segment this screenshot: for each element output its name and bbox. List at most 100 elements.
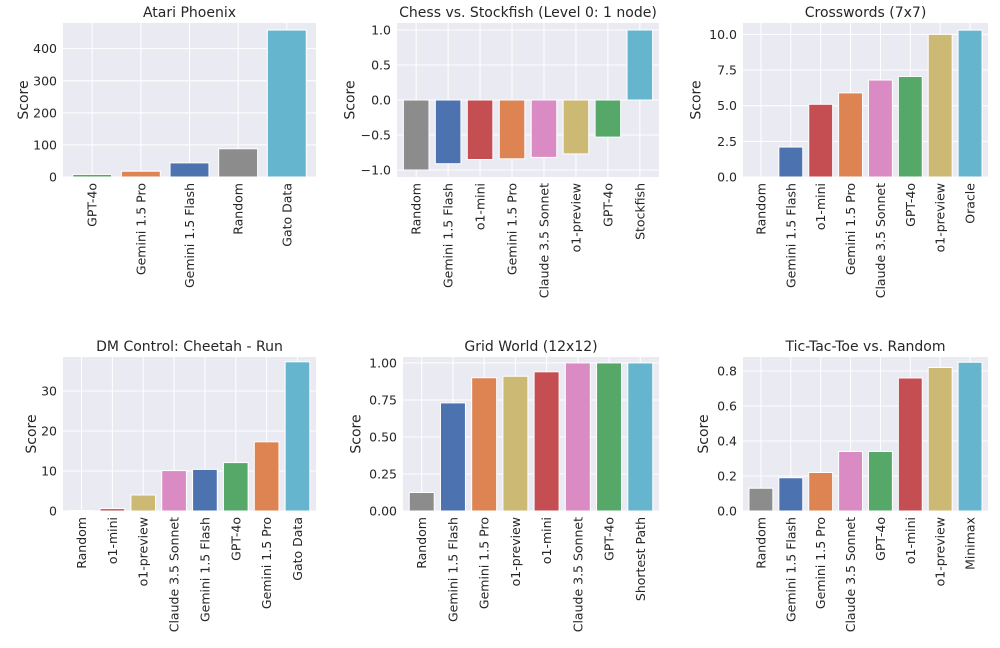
bar-o1-preview xyxy=(502,375,529,512)
x-tick-label: o1-preview xyxy=(508,517,523,586)
x-tick-label: Gato Data xyxy=(279,183,294,247)
y-tick-label: 10 xyxy=(41,464,57,479)
y-tick-label: 1.00 xyxy=(369,355,397,370)
bar-claude-3-5-sonnet xyxy=(838,451,864,512)
bar-gpt-4o xyxy=(594,99,622,138)
y-tick-label: 0.50 xyxy=(369,429,397,444)
x-tick-label: o1-mini xyxy=(813,183,828,230)
subplot-2: −1.0 −0.5 0.0 0.5 1.0 Random Gemini 1.5 Flash o… xyxy=(343,5,659,298)
x-tick-label: o1-preview xyxy=(568,183,583,252)
x-tick-label: Oracle xyxy=(963,183,978,224)
x-tick-label: Gemini 1.5 Flash xyxy=(783,183,798,288)
x-tick-label: o1-preview xyxy=(933,517,948,586)
bar-minimax xyxy=(957,361,983,512)
bar-claude-3-5-sonnet xyxy=(867,79,893,178)
bar-gpt-4o xyxy=(867,451,893,512)
x-tick-label: o1-preview xyxy=(933,183,948,252)
x-tick-label: Gemini 1.5 Pro xyxy=(843,183,858,275)
y-tick-label: 400 xyxy=(33,41,57,56)
bar-gemini-1-5-flash xyxy=(192,468,218,512)
y-axis-label: Score xyxy=(24,414,40,453)
bar-shortest-path xyxy=(627,362,654,512)
x-tick-label: o1-mini xyxy=(903,517,918,564)
x-tick-label: Gemini 1.5 Flash xyxy=(182,183,197,288)
x-tick-label: Claude 3.5 Sonnet xyxy=(536,183,551,298)
x-tick-label: o1-preview xyxy=(136,517,151,586)
y-tick-label: 0.75 xyxy=(369,392,397,407)
y-tick-label: 0 xyxy=(49,504,57,519)
subplot-4: 0 10 20 30 Random o1-mini o1-preview Claude 3.5… xyxy=(24,339,316,632)
y-tick-label: 30 xyxy=(41,384,57,399)
y-tick-label: 7.5 xyxy=(717,63,737,78)
x-tick-label: Gato Data xyxy=(290,517,305,581)
bar-gemini-1-5-pro xyxy=(498,99,526,160)
chart-title: DM Control: Cheetah - Run xyxy=(96,339,283,355)
x-tick-label: Gemini 1.5 Flash xyxy=(445,517,460,622)
subplot-6: 0.0 0.2 0.4 0.6 0.8 Random Gemini 1.5 Flash Gem… xyxy=(696,339,988,632)
bar-gemini-1-5-flash xyxy=(439,402,466,512)
x-tick-label: Gemini 1.5 Flash xyxy=(441,183,456,288)
y-axis-label: Score xyxy=(349,414,365,453)
x-tick-label: Gemini 1.5 Pro xyxy=(133,183,148,275)
bar-gpt-4o xyxy=(222,462,249,512)
y-tick-label: 0.0 xyxy=(717,504,737,519)
x-tick-label: Claude 3.5 Sonnet xyxy=(167,517,182,632)
y-tick-label: 100 xyxy=(33,137,57,152)
x-tick-label: Gemini 1.5 Flash xyxy=(197,517,212,622)
x-tick-label: Claude 3.5 Sonnet xyxy=(570,517,585,632)
subplot-5: 0.00 0.25 0.50 0.75 1.00 Random Gemini 1.5 Fla… xyxy=(349,339,659,632)
bar-random xyxy=(748,487,774,512)
bar-o1-preview xyxy=(927,367,953,512)
y-tick-label: 300 xyxy=(33,73,57,88)
x-tick-label: o1-mini xyxy=(539,517,554,564)
bar-o1-mini xyxy=(897,377,923,512)
y-tick-label: 20 xyxy=(41,424,57,439)
y-tick-label: 0.5 xyxy=(371,58,391,73)
x-tick-label: Stockfish xyxy=(632,183,647,240)
bar-o1-mini xyxy=(99,508,126,512)
subplot-3: 0.0 2.5 5.0 7.5 10.0 Random Gemini 1.5 Flash o1… xyxy=(689,5,988,298)
bar-gemini-1-5-pro xyxy=(471,377,498,512)
bar-o1-mini xyxy=(466,99,494,160)
x-tick-label: Gemini 1.5 Pro xyxy=(477,517,492,609)
x-tick-label: GPT-4o xyxy=(85,183,100,227)
bar-gpt-4o xyxy=(897,75,923,178)
bar-gemini-1-5-pro xyxy=(253,441,280,512)
x-tick-label: Random xyxy=(74,517,89,569)
x-tick-label: GPT-4o xyxy=(228,517,243,561)
bar-random xyxy=(68,510,95,512)
y-tick-label: 0.8 xyxy=(717,364,737,379)
y-axis-label: Score xyxy=(689,80,705,119)
y-tick-label: 10.0 xyxy=(709,27,737,42)
y-tick-label: 0.4 xyxy=(717,434,737,449)
x-tick-label: Gemini 1.5 Pro xyxy=(813,517,828,609)
bar-claude-3-5-sonnet xyxy=(564,362,591,512)
y-axis-label: Score xyxy=(16,80,32,119)
x-tick-label: GPT-4o xyxy=(602,517,617,561)
y-tick-label: 0.00 xyxy=(369,504,397,519)
x-tick-label: Random xyxy=(231,183,246,235)
bar-gemini-1-5-flash xyxy=(778,146,804,178)
y-axis-label: Score xyxy=(343,80,359,119)
bar-o1-preview xyxy=(562,99,590,155)
bar-o1-preview xyxy=(130,494,157,512)
y-tick-label: 5.0 xyxy=(717,98,737,113)
x-tick-label: Gemini 1.5 Flash xyxy=(783,517,798,622)
y-tick-label: 0.6 xyxy=(717,399,737,414)
x-tick-label: o1-mini xyxy=(105,517,120,564)
bar-oracle xyxy=(957,29,983,178)
y-tick-label: 0 xyxy=(49,170,57,185)
x-tick-label: Random xyxy=(753,183,768,235)
chart-title: Tic-Tac-Toe vs. Random xyxy=(785,339,946,355)
bar-random xyxy=(748,176,774,178)
subplot-1: 0 100 200 300 400 GPT-4o Gemini 1.5 Pro Gemini … xyxy=(16,5,316,288)
bar-o1-preview xyxy=(927,33,953,178)
bar-stockfish xyxy=(626,29,654,101)
bar-gemini-1-5-flash xyxy=(778,477,804,512)
x-tick-label: Claude 3.5 Sonnet xyxy=(843,517,858,632)
bar-o1-mini xyxy=(533,371,560,512)
chart-title: Chess vs. Stockfish (Level 0: 1 node) xyxy=(399,5,657,21)
bar-claude-3-5-sonnet xyxy=(161,470,187,512)
chart-title: Crosswords (7x7) xyxy=(805,5,927,21)
y-tick-label: 200 xyxy=(33,105,57,120)
